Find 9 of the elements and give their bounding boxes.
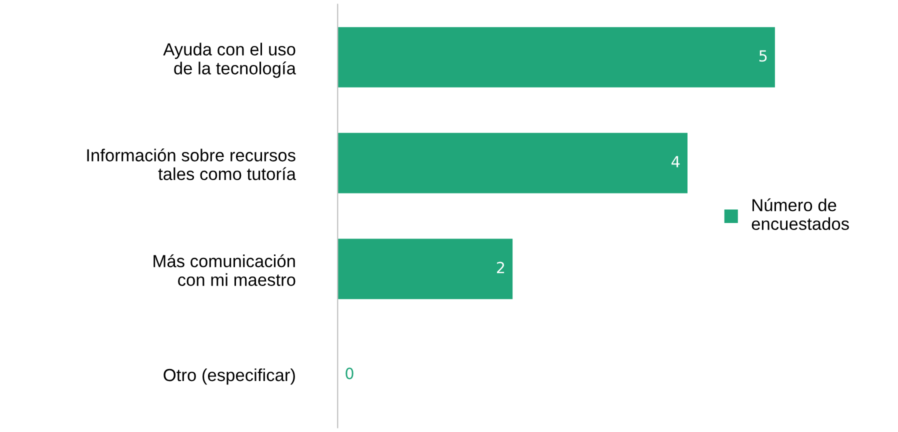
y-tick-label: Información sobre recursos tales como tutoría bbox=[87, 148, 296, 180]
data-label: 2 bbox=[496, 262, 504, 274]
data-label: 0 bbox=[346, 368, 354, 380]
y-tick-label: Ayuda con el uso de la tecnología bbox=[163, 42, 296, 78]
y-tick-label: Más comunicación con mi maestro bbox=[154, 254, 296, 286]
y-tick-label: Otro (especificar) bbox=[164, 368, 295, 385]
data-label: 5 bbox=[759, 50, 767, 62]
legend-label: Número de encuestados bbox=[752, 198, 849, 230]
data-label: 4 bbox=[672, 156, 680, 168]
